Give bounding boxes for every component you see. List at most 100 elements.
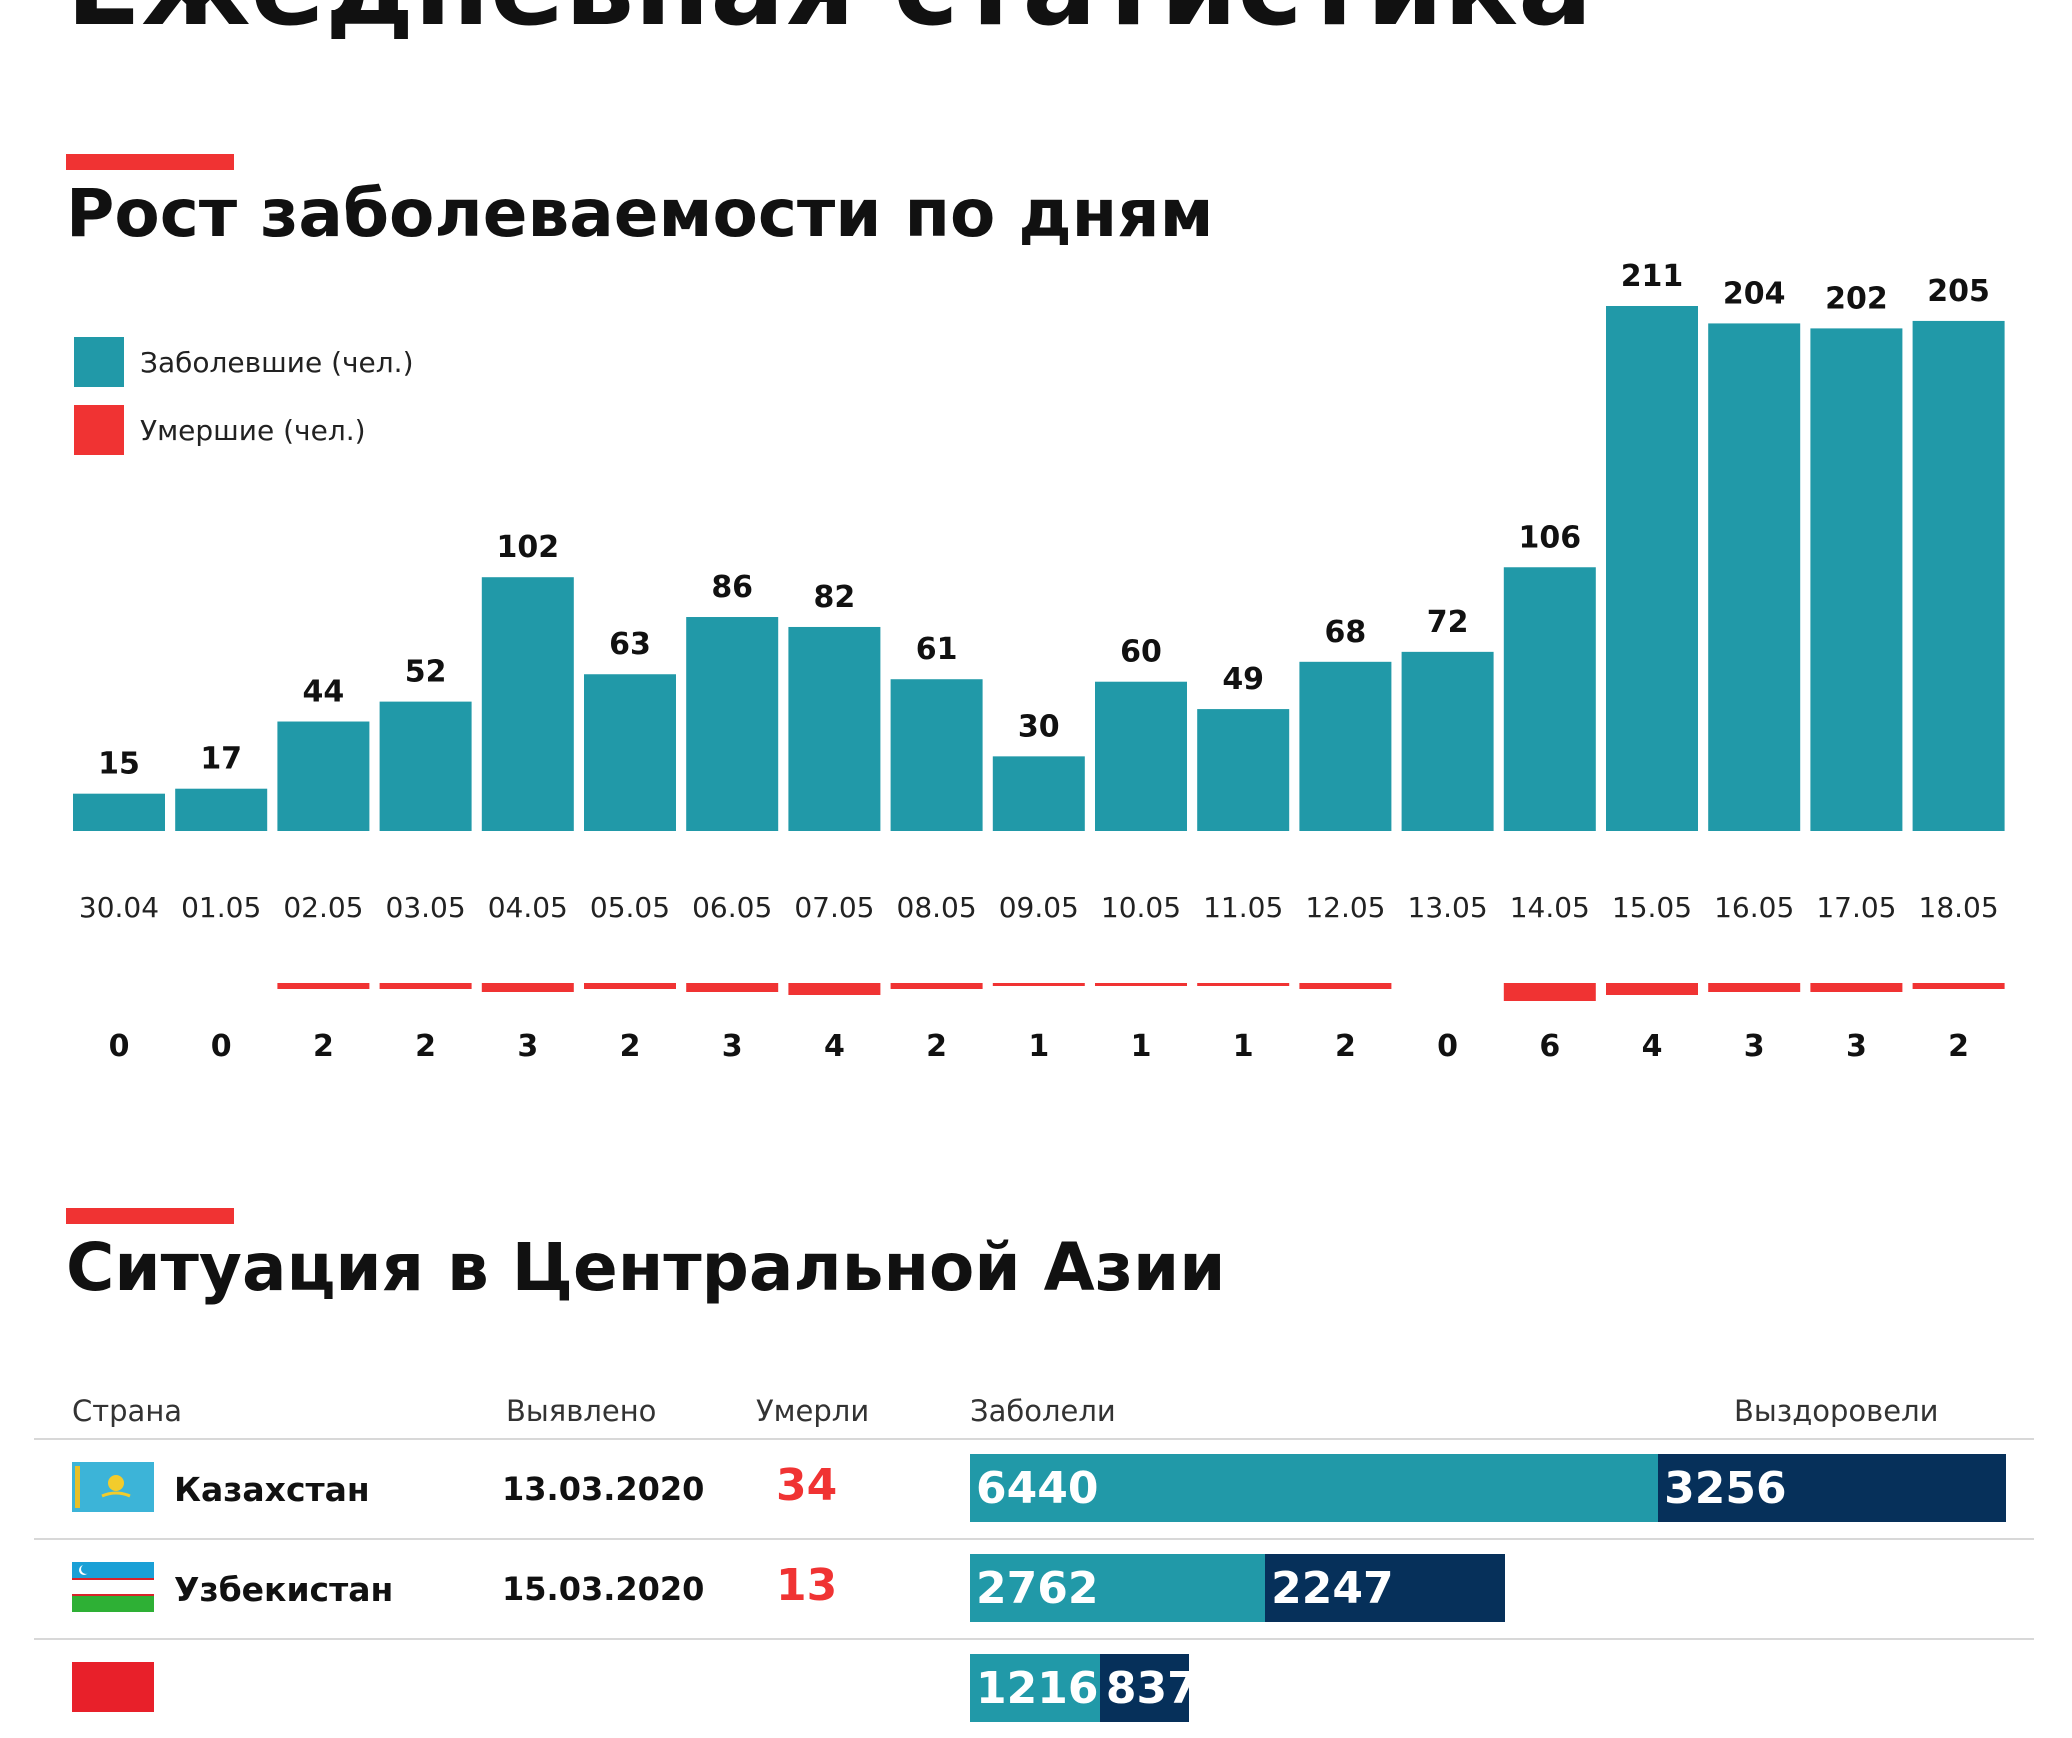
deaths-bar <box>379 983 472 989</box>
section2-accent-bar <box>66 1208 234 1224</box>
deaths-value-label: 1 <box>1028 1029 1049 1064</box>
section1-title: Рост заболеваемости по дням <box>66 175 1214 252</box>
deaths-bar <box>992 983 1085 986</box>
deaths-bar <box>1912 983 2005 989</box>
legend-item-cases: Заболевшие (чел.) <box>74 336 414 388</box>
date-tick-label: 01.05 <box>181 891 261 924</box>
daily-cases-chart: 1530.0401701.0504402.0525203.05210204.05… <box>73 259 2005 1064</box>
cases-value-label: 61 <box>916 632 958 667</box>
date-tick-label: 16.05 <box>1714 891 1794 924</box>
sick-bar: 1216 <box>970 1654 1100 1722</box>
cases-value-label: 15 <box>98 747 140 782</box>
deaths-value-label: 1 <box>1131 1029 1152 1064</box>
deaths-bar <box>788 983 881 995</box>
deaths-value-label: 2 <box>1335 1029 1356 1064</box>
deaths-value-label: 3 <box>1744 1029 1765 1064</box>
country-name: Казахстан <box>174 1470 370 1509</box>
legend-label-cases: Заболевшие (чел.) <box>140 345 414 379</box>
cases-value-label: 30 <box>1018 709 1060 744</box>
deaths-value-label: 0 <box>109 1029 130 1064</box>
date-tick-label: 02.05 <box>283 891 363 924</box>
cases-bar <box>481 577 574 831</box>
cases-value-label: 86 <box>711 570 753 605</box>
date-tick-label: 13.05 <box>1408 891 1488 924</box>
detected-date: 13.03.2020 <box>502 1470 705 1508</box>
recovered-bar: 837 <box>1099 1654 1190 1722</box>
deaths-bar <box>1708 983 1801 992</box>
cases-value-label: 49 <box>1222 662 1264 697</box>
deaths-value-label: 3 <box>1846 1029 1867 1064</box>
cases-value-label: 63 <box>609 627 651 662</box>
deaths-bar <box>584 983 676 989</box>
date-tick-label: 12.05 <box>1305 891 1385 924</box>
cases-bar <box>175 788 268 831</box>
legend-swatch-cases <box>74 337 124 387</box>
recovered-bar: 3256 <box>1658 1454 2006 1522</box>
date-tick-label: 11.05 <box>1203 891 1283 924</box>
deaths-value-label: 0 <box>1437 1029 1458 1064</box>
deaths-value-label: 6 <box>1539 1029 1560 1064</box>
cases-bar <box>890 679 983 831</box>
cases-value-label: 60 <box>1120 635 1162 670</box>
cases-value-label: 68 <box>1325 615 1367 650</box>
deaths-bar <box>277 983 370 989</box>
date-tick-label: 10.05 <box>1101 891 1181 924</box>
legend-item-deaths: Умершие (чел.) <box>74 404 414 456</box>
date-tick-label: 17.05 <box>1816 891 1896 924</box>
chart-legend: Заболевшие (чел.) Умершие (чел.) <box>74 336 414 472</box>
deaths-value-label: 1 <box>1233 1029 1254 1064</box>
cases-bar <box>1299 661 1392 831</box>
cases-value-label: 106 <box>1518 520 1581 555</box>
section2-title: Ситуация в Центральной Азии <box>66 1229 1226 1306</box>
kazakhstan-flag-icon <box>72 1462 154 1512</box>
central-asia-table: Страна Выявлено Умерли Заболели Выздоров… <box>34 1380 2034 1738</box>
cases-bar <box>584 674 676 831</box>
deaths-count: 13 <box>776 1560 838 1611</box>
deaths-value-label: 0 <box>211 1029 232 1064</box>
date-tick-label: 04.05 <box>488 891 568 924</box>
header-died: Умерли <box>756 1394 870 1428</box>
deaths-value-label: 2 <box>926 1029 947 1064</box>
cases-value-label: 202 <box>1825 281 1888 316</box>
kyrgyzstan-flag-icon <box>72 1662 154 1712</box>
deaths-value-label: 2 <box>620 1029 641 1064</box>
cases-value-label: 52 <box>405 655 447 690</box>
cases-value-label: 204 <box>1723 276 1786 311</box>
uzbekistan-flag-icon <box>72 1562 154 1612</box>
detected-date: 15.03.2020 <box>502 1570 705 1608</box>
header-country: Страна <box>72 1394 183 1428</box>
deaths-value-label: 3 <box>722 1029 743 1064</box>
deaths-value-label: 4 <box>824 1029 845 1064</box>
cases-value-label: 72 <box>1427 605 1469 640</box>
cases-bar-group: 1216 837 <box>970 1654 1190 1722</box>
cases-bar <box>73 793 165 831</box>
cases-bar <box>992 756 1085 831</box>
deaths-value-label: 2 <box>313 1029 334 1064</box>
page-top-title: Ежедневная статистика <box>66 0 1592 46</box>
deaths-bar <box>1503 983 1596 1001</box>
cases-bar <box>1606 306 1698 831</box>
date-tick-label: 06.05 <box>692 891 772 924</box>
country-name: Узбекистан <box>174 1570 394 1609</box>
legend-label-deaths: Умершие (чел.) <box>140 413 366 447</box>
section1-accent-bar <box>66 154 234 170</box>
cases-value-label: 211 <box>1621 259 1684 294</box>
deaths-bar <box>1810 983 1903 992</box>
deaths-bar <box>1606 983 1698 995</box>
cases-bar <box>379 701 472 831</box>
cases-value-label: 102 <box>496 530 559 565</box>
deaths-bar <box>1095 983 1187 986</box>
deaths-bar <box>890 983 983 989</box>
cases-bar <box>686 617 779 831</box>
deaths-count: 34 <box>776 1460 838 1511</box>
table-header-row: Страна Выявлено Умерли Заболели Выздоров… <box>34 1380 2034 1438</box>
cases-value-label: 82 <box>814 580 856 615</box>
cases-bar <box>1095 681 1187 831</box>
deaths-value-label: 3 <box>517 1029 538 1064</box>
deaths-value-label: 2 <box>415 1029 436 1064</box>
header-recovered: Выздоровели <box>1734 1394 1939 1428</box>
date-tick-label: 08.05 <box>897 891 977 924</box>
deaths-bar <box>1299 983 1392 989</box>
table-row-uzbekistan: Узбекистан 15.03.2020 13 2762 2247 <box>34 1538 2034 1638</box>
table-row-kazakhstan: Казахстан 13.03.2020 34 6440 3256 <box>34 1438 2034 1538</box>
